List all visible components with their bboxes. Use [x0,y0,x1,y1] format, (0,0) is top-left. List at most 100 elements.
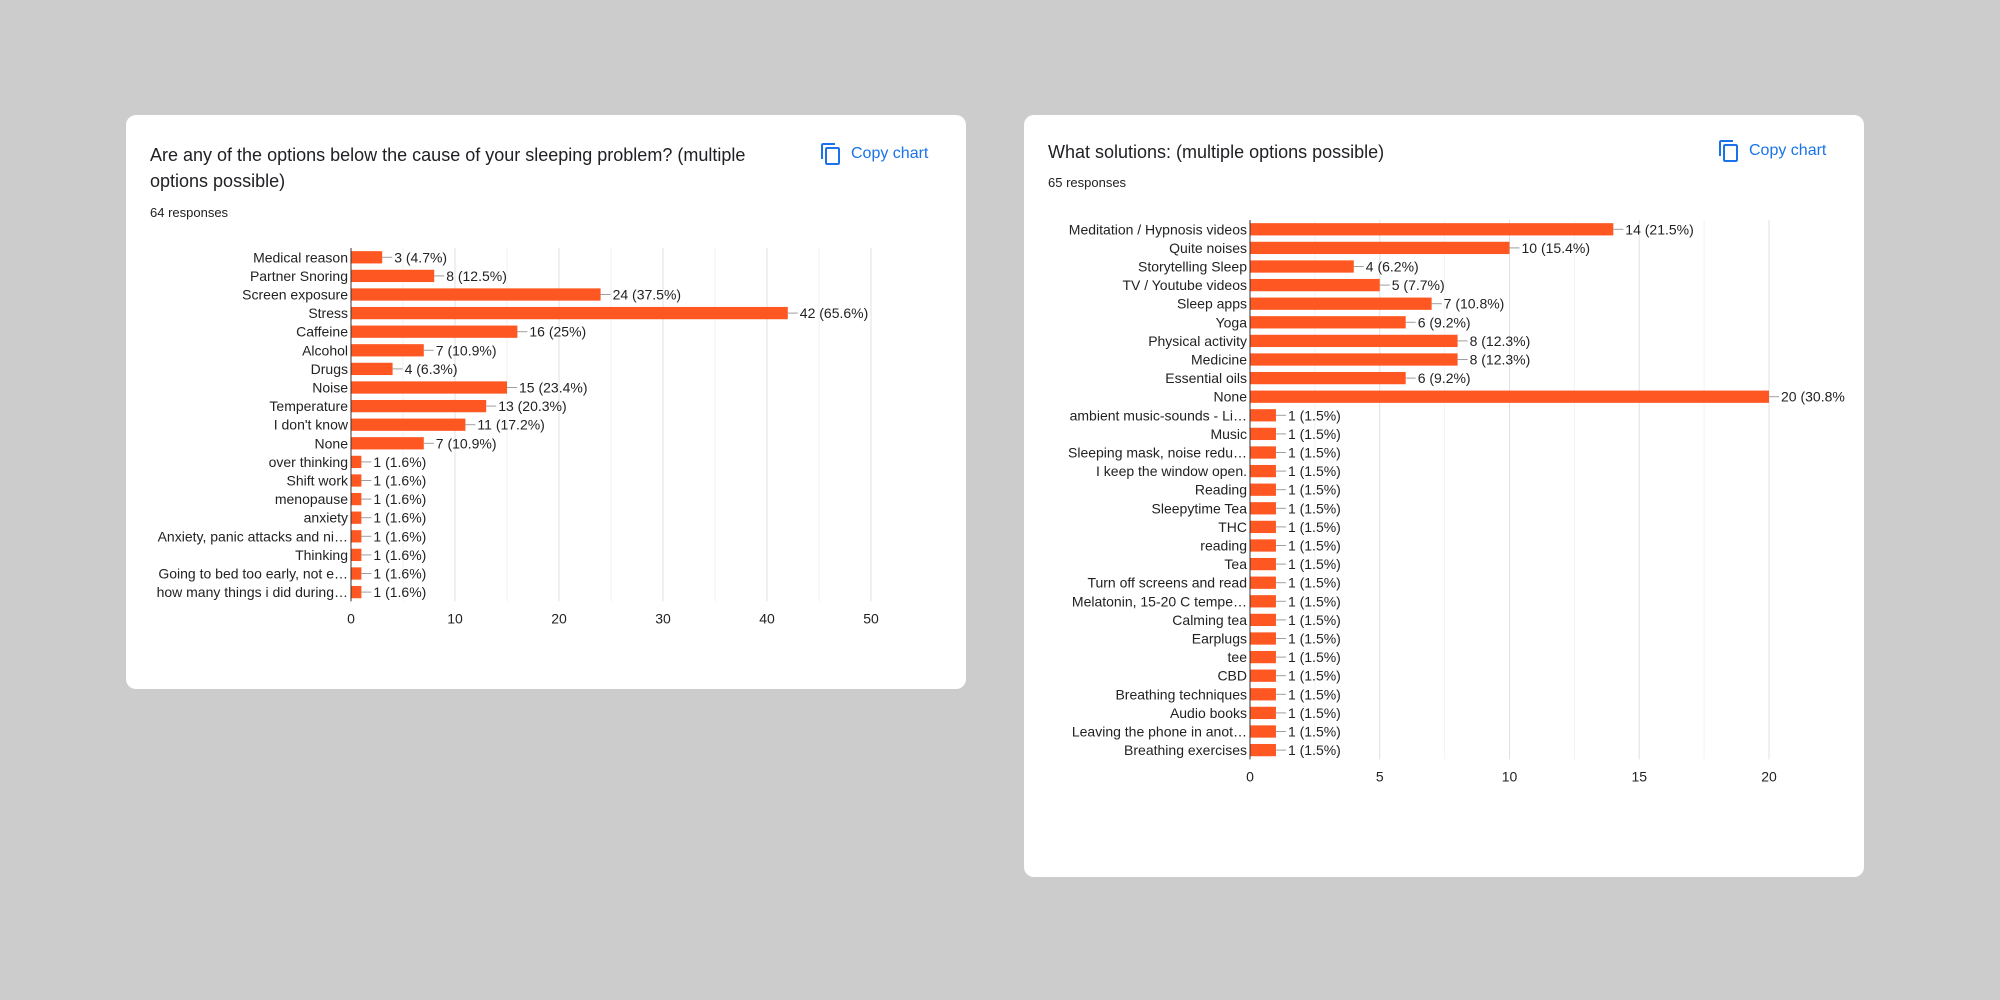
bar [1250,390,1769,403]
copy-icon [1717,139,1741,163]
bar [351,567,362,580]
category-label: Going to bed too early, not e… [158,566,348,582]
bar [351,437,424,450]
bar-chart-solutions: 0 5 10 15 20 Meditation / Hypnosis videos Quit… [1068,220,1845,784]
copy-chart-label: Copy chart [1749,142,1827,159]
bar [351,530,362,543]
data-label: 1 (1.6%) [373,528,426,544]
bar [351,381,507,394]
category-label: Anxiety, panic attacks and ni… [158,528,348,544]
bar [351,418,466,431]
bar [1250,520,1276,534]
bars [351,251,788,599]
chart-title: Are any of the options below the cause o… [150,145,746,191]
data-label: 20 (30.8% [1781,389,1845,405]
data-labels: 3 (4.7%) 8 (12.5%) 24 (37.5%) 42 (65.6%) 16 … [361,249,868,600]
bar [351,511,362,524]
data-label: 1 (1.5%) [1288,407,1341,423]
bar [1250,223,1614,236]
data-label: 8 (12.5%) [446,268,507,284]
category-label: Alcohol [302,342,348,358]
category-label: TV / Youtube videos [1122,277,1247,293]
data-label: 15 (23.4%) [519,380,587,396]
category-label: Breathing exercises [1124,742,1247,758]
data-label: 1 (1.5%) [1288,500,1341,516]
data-label: 1 (1.6%) [373,491,426,507]
category-label: Storytelling Sleep [1138,259,1247,275]
bar [351,344,424,357]
bar [1250,297,1432,310]
bar [1250,446,1276,459]
category-label: Leaving the phone in anot… [1072,724,1247,740]
category-label: None [315,435,349,451]
bar [1250,557,1276,571]
x-tick-label: 15 [1631,768,1647,784]
category-label: Partner Snoring [250,268,348,284]
category-label: how many things i did during… [157,584,348,600]
category-label: reading [1200,538,1247,554]
category-label: Music [1210,426,1247,442]
data-label: 10 (15.4%) [1522,240,1590,256]
bar [351,455,362,469]
chart-title: What solutions: (multiple options possib… [1048,142,1385,162]
category-label: Sleep apps [1177,296,1247,312]
data-label: 7 (10.8%) [1444,296,1505,312]
data-label: 1 (1.5%) [1288,742,1341,758]
data-label: 6 (9.2%) [1418,314,1471,330]
bar [1250,483,1276,496]
category-label: Noise [312,380,348,396]
category-label: I don't know [274,417,349,433]
bar [1250,260,1354,273]
x-tick-label: 20 [1761,768,1777,784]
data-label: 1 (1.6%) [373,473,426,489]
category-label: Medicine [1191,352,1247,368]
category-label: Tea [1224,556,1247,572]
bar [351,492,362,506]
data-label: 1 (1.6%) [373,584,426,600]
bar [1250,334,1458,348]
bar [351,251,383,264]
response-count: 65 responses [1048,175,1127,190]
category-label: Melatonin, 15-20 C tempe… [1072,593,1247,609]
data-label: 1 (1.5%) [1288,482,1341,498]
bar [351,474,362,487]
chart-card-solutions: What solutions: (multiple options possib… [1024,115,1864,877]
category-label: I keep the window open. [1096,463,1247,479]
bar [351,362,393,376]
category-label: Thinking [295,547,348,563]
category-label: CBD [1217,668,1247,684]
category-label: Quite noises [1169,240,1247,256]
copy-icon [819,142,843,166]
bar-chart-causes: 0 10 20 30 40 50 Medical reason Partner Snoring… [157,248,879,626]
bar [351,399,487,413]
category-label: Caffeine [296,324,348,340]
data-label: 1 (1.5%) [1288,556,1341,572]
data-label: 7 (10.9%) [436,342,497,358]
bar [1250,241,1510,255]
data-label: 1 (1.5%) [1288,668,1341,684]
data-label: 16 (25%) [529,324,586,340]
x-tick-label: 50 [863,610,879,626]
bar [1250,613,1276,627]
category-label: Temperature [269,398,348,414]
category-label: ambient music-sounds - Li… [1070,407,1247,423]
x-tick-label: 40 [759,610,775,626]
data-label: 24 (37.5%) [613,287,681,303]
bar [351,325,518,338]
data-label: 1 (1.5%) [1288,631,1341,647]
bar [1250,278,1380,292]
copy-chart-button[interactable]: Copy chart [1717,139,1826,163]
category-label: anxiety [304,510,348,526]
bar [1250,409,1276,422]
copy-chart-button[interactable]: Copy chart [819,142,928,166]
data-label: 5 (7.7%) [1392,277,1445,293]
bar [1250,725,1276,738]
category-label: Sleepytime Tea [1152,500,1248,516]
category-label: menopause [275,491,348,507]
data-label: 7 (10.9%) [436,435,497,451]
data-label: 1 (1.5%) [1288,463,1341,479]
category-labels: Medical reason Partner Snoring Screen expo… [157,249,349,600]
data-label: 1 (1.6%) [373,510,426,526]
bar [1250,316,1406,329]
x-tick-label: 0 [1246,768,1254,784]
